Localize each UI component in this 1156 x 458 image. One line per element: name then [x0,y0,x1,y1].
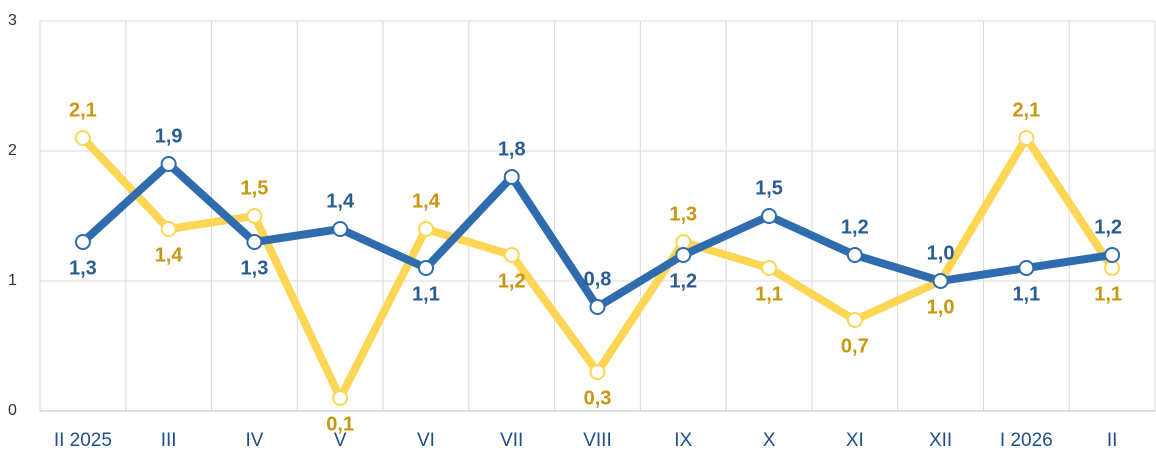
point-marker [1104,260,1121,276]
x-tick-label: V [334,430,347,451]
data-label: 1,1 [755,283,783,305]
point-marker [246,208,263,224]
data-label: 1,1 [1094,283,1122,305]
data-label: 1,1 [1012,283,1040,305]
point-marker [160,156,177,172]
data-label: 0,8 [584,268,612,290]
point-marker [417,260,434,276]
x-tick-label: III [161,430,177,451]
data-label: 1,3 [69,257,97,279]
point-marker [932,273,949,289]
x-tick-label: X [763,430,776,451]
point-marker [761,208,778,224]
data-label: 1,8 [498,138,526,160]
data-label: 1,3 [241,257,269,279]
point-marker [1018,130,1035,146]
data-label: 1,1 [412,283,440,305]
point-marker [846,312,863,328]
data-label: 1,3 [669,203,697,225]
point-marker [332,221,349,237]
data-label: 0,3 [584,387,612,409]
data-label: 1,4 [155,244,184,266]
x-tick-label: VII [500,430,523,451]
data-label: 1,2 [498,270,526,292]
point-marker [246,234,263,250]
point-marker [761,260,778,276]
y-tick-label: 3 [8,12,17,29]
x-tick-label: II 2025 [54,430,112,451]
data-label: 1,9 [155,125,183,147]
data-label: 0,1 [326,413,354,435]
x-tick-label: IX [674,430,692,451]
data-label: 1,2 [841,216,869,238]
point-marker [74,130,91,146]
x-tick-label: VIII [583,430,612,451]
x-tick-label: II [1107,430,1118,451]
point-marker [503,247,520,263]
data-label: 2,1 [1012,99,1040,121]
x-tick-label: XII [929,430,952,451]
point-marker [675,234,692,250]
data-label: 1,5 [755,177,783,199]
point-marker [589,364,606,380]
x-tick-label: IV [245,430,263,451]
point-marker [846,247,863,263]
point-marker [589,299,606,315]
y-tick-label: 0 [8,402,17,419]
data-label: 2,1 [69,99,97,121]
data-label: 1,2 [669,270,697,292]
x-tick-label: VI [417,430,435,451]
point-marker [417,221,434,237]
y-tick-label: 1 [8,272,17,289]
point-marker [1104,247,1121,263]
data-label: 1,0 [927,296,955,318]
point-marker [675,247,692,263]
point-marker [503,169,520,185]
data-label: 1,2 [1094,216,1122,238]
point-marker [160,221,177,237]
x-tick-label: I 2026 [1000,430,1053,451]
point-marker [332,390,349,406]
data-label: 1,4 [412,190,441,212]
point-marker [1018,260,1035,276]
data-label: 0,7 [841,335,869,357]
point-marker [74,234,91,250]
y-tick-label: 2 [8,142,17,159]
data-label: 1,0 [927,242,955,264]
data-label: 1,5 [241,177,269,199]
x-tick-label: XI [846,430,864,451]
data-label: 1,4 [326,190,355,212]
